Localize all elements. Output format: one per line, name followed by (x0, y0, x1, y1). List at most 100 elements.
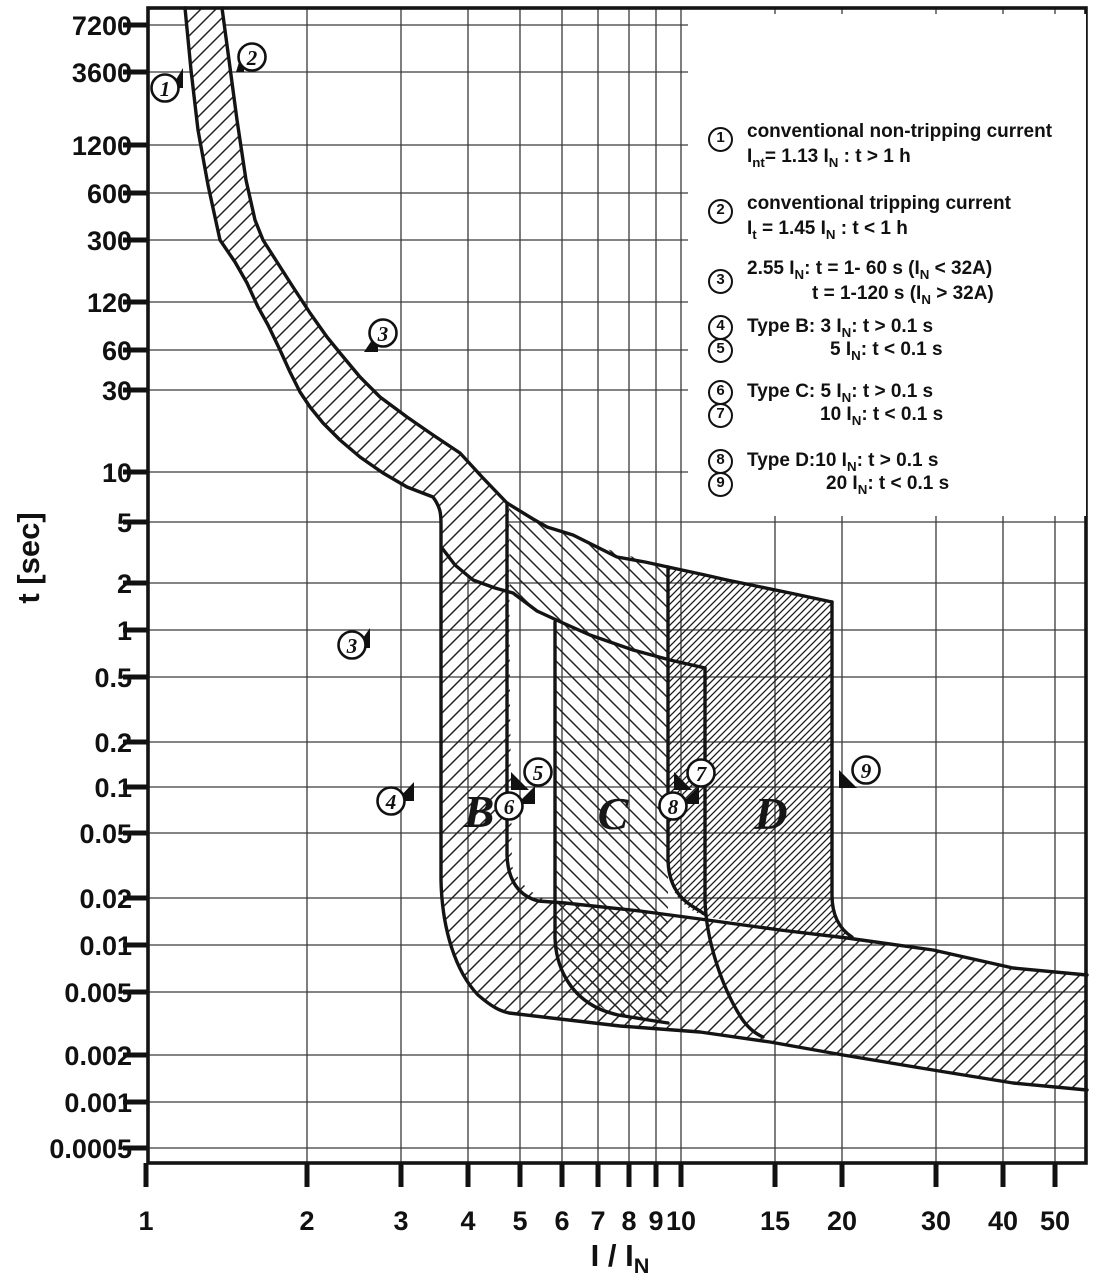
tick-label-x-4: 4 (460, 1206, 475, 1236)
marker-circle-4 (376, 786, 406, 816)
curve-upper-limit (220, 6, 834, 604)
marker-number-1: 1 (160, 77, 171, 101)
curve-b-upper-drop (505, 501, 1089, 977)
tick-label-y-30: 30 (102, 376, 132, 406)
tick-label-y-1200: 1200 (72, 131, 132, 161)
marker-number-6: 6 (504, 795, 515, 819)
tick-label-x-10: 10 (666, 1206, 696, 1236)
tick-label-y-0.05: 0.05 (79, 819, 132, 849)
tick-label-x-3: 3 (393, 1206, 408, 1236)
marker-circle-9 (851, 755, 881, 785)
legend-text-8-0: Type D:10 IN: t > 0.1 s (747, 450, 939, 474)
curve-lower-limit-cd (440, 546, 707, 670)
marker-number-3: 3 (377, 322, 389, 346)
curve-lower-limit (183, 6, 1089, 1092)
tick-label-y-0.002: 0.002 (64, 1041, 132, 1071)
curve-d-lower-drop (703, 666, 765, 1039)
curve-c-lower-drop (553, 620, 670, 1025)
marker-number-7: 7 (696, 762, 708, 786)
tick-label-y-0.5: 0.5 (94, 663, 132, 693)
type-letter-D: D (753, 788, 787, 839)
marker-number-3: 3 (346, 634, 358, 658)
marker-flag-5 (511, 772, 529, 790)
tick-label-y-0.2: 0.2 (94, 728, 132, 758)
legend-text-7-0: 10 IN: t < 0.1 s (820, 404, 944, 428)
tick-label-y-120: 120 (87, 288, 132, 318)
tick-label-y-0.001: 0.001 (64, 1088, 132, 1118)
legend-number-3: 3 (708, 269, 733, 294)
legend-number-1: 1 (708, 127, 733, 152)
tick-label-x-15: 15 (760, 1206, 790, 1236)
tick-label-x-7: 7 (590, 1206, 605, 1236)
legend-text-5-0: 5 IN: t < 0.1 s (830, 339, 943, 363)
legend-text-2-1: It = 1.45 IN : t < 1 h (747, 218, 908, 242)
legend-text-4-0: Type B: 3 IN: t > 0.1 s (747, 316, 934, 340)
marker-number-8: 8 (668, 795, 679, 819)
tick-label-y-2: 2 (117, 569, 132, 599)
tick-label-y-5: 5 (117, 508, 132, 538)
marker-circle-7 (686, 758, 716, 788)
legend-text-1-0: conventional non-tripping current (747, 121, 1053, 142)
tick-label-y-0.02: 0.02 (79, 884, 132, 914)
legend-number-8: 8 (708, 449, 733, 474)
marker-circle-1 (150, 73, 180, 103)
marker-circle-3 (337, 630, 367, 660)
marker-circle-2 (237, 42, 267, 72)
tick-label-y-60: 60 (102, 336, 132, 366)
tick-label-y-0.0005: 0.0005 (49, 1134, 132, 1164)
marker-number-9: 9 (861, 759, 872, 783)
tick-label-y-0.01: 0.01 (79, 931, 132, 961)
tick-label-x-50: 50 (1040, 1206, 1070, 1236)
x-axis-label: I / IN (590, 1238, 650, 1279)
marker-flag-7 (674, 772, 692, 790)
legend-number-9: 9 (708, 472, 733, 497)
axis-ticks-and-labels: 1 2 3 4 5 6 7 8 9 10 15 20 30 40 507200360012006003001… (49, 11, 1070, 1236)
legend-text-3-0: 2.55 IN: t = 1- 60 s (IN < 32A) (747, 258, 993, 282)
marker-number-2: 2 (246, 46, 258, 70)
band-type-c (509, 505, 668, 1023)
tick-label-y-10: 10 (102, 458, 132, 488)
marker-circle-6 (494, 791, 524, 821)
tick-label-y-0.1: 0.1 (94, 773, 132, 803)
band-type-d (668, 567, 851, 937)
type-letter-C: C (598, 788, 630, 839)
tick-label-y-0.005: 0.005 (64, 978, 132, 1008)
legend-text-1-1: Int= 1.13 IN : t > 1 h (747, 146, 911, 170)
marker-circle-5 (523, 757, 553, 787)
marker-number-5: 5 (533, 761, 544, 785)
legend-text-6-0: Type C: 5 IN: t > 0.1 s (747, 381, 934, 405)
tick-label-x-8: 8 (621, 1206, 636, 1236)
legend-panel: Tripping characteristic acc. to IEC/EN60… (688, 14, 1086, 516)
tick-label-x-1: 1 (138, 1206, 153, 1236)
type-letter-B: B (463, 786, 495, 837)
legend-number-5: 5 (708, 338, 733, 363)
marker-number-4: 4 (385, 790, 397, 814)
tick-label-x-5: 5 (512, 1206, 527, 1236)
legend-number-2: 2 (708, 199, 733, 224)
tick-label-y-3600: 3600 (72, 58, 132, 88)
tick-label-y-600: 600 (87, 179, 132, 209)
band-thermal-b-instantaneous (185, 8, 1087, 1090)
legend-text-3-1: t = 1-120 s (IN > 32A) (812, 283, 994, 307)
tick-label-y-7200: 7200 (72, 11, 132, 41)
tick-label-x-40: 40 (988, 1206, 1018, 1236)
tick-label-y-1: 1 (117, 616, 132, 646)
marker-flag-9 (839, 770, 857, 788)
curve-c-upper-drop (666, 565, 708, 917)
legend-number-4: 4 (708, 315, 733, 340)
tick-label-x-2: 2 (299, 1206, 314, 1236)
tick-label-x-6: 6 (554, 1206, 569, 1236)
marker-circle-3 (368, 318, 398, 348)
legend-text-9-0: 20 IN: t < 0.1 s (826, 473, 950, 497)
curve-d-upper-drop (830, 600, 854, 939)
marker-circle-8 (658, 791, 688, 821)
legend-text-2-0: conventional tripping current (747, 193, 1011, 214)
legend-number-6: 6 (708, 380, 733, 405)
tick-label-y-300: 300 (87, 226, 132, 256)
tick-label-x-9: 9 (648, 1206, 663, 1236)
tick-label-x-30: 30 (921, 1206, 951, 1236)
plot-border (146, 6, 1088, 1165)
y-axis-label: t [sec] (11, 512, 46, 604)
